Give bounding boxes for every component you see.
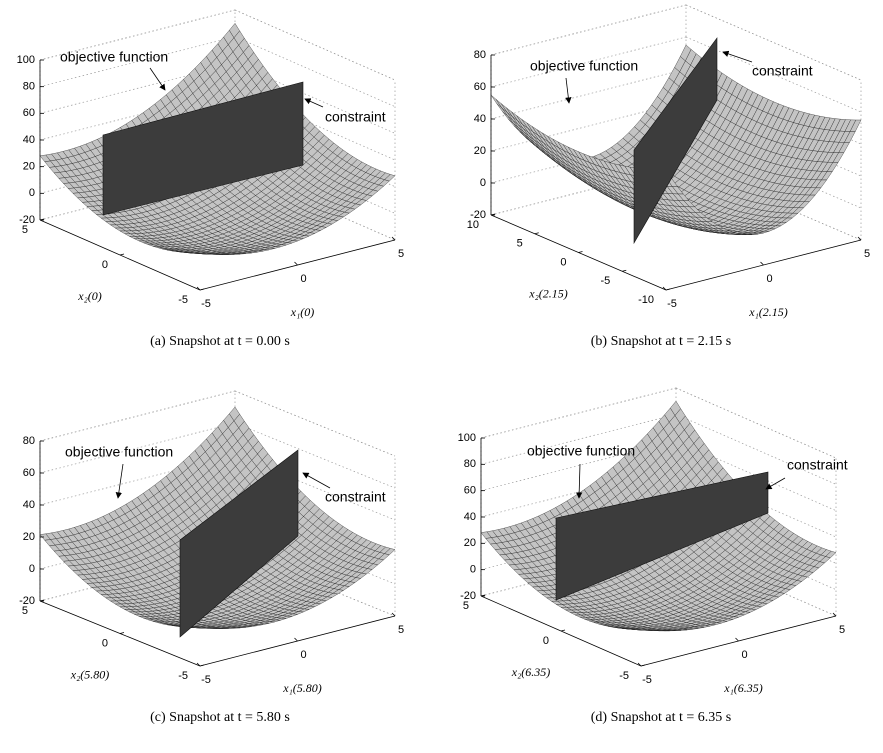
- z-tick-label: 80: [464, 458, 476, 470]
- x2-tick-label: 10: [467, 219, 479, 231]
- x2-axis-label: x₂(6.35): [511, 665, 551, 679]
- z-tick-label: 60: [474, 81, 486, 93]
- z-tick-label: 80: [23, 81, 35, 93]
- x1-tick-label: 5: [398, 248, 404, 260]
- x1-axis-label: x₁(0): [290, 305, 315, 319]
- caption: (a) Snapshot at t = 0.00 s: [150, 334, 290, 349]
- annotation: objective function: [65, 444, 173, 460]
- annotation: constraint: [325, 489, 386, 505]
- z-tick-label: 0: [29, 187, 35, 199]
- x1-tick-label: -5: [201, 674, 211, 686]
- annotation-arrow: [303, 473, 330, 488]
- annotation: objective function: [60, 49, 168, 65]
- grid-line: [481, 388, 676, 438]
- z-tick-label: 60: [23, 107, 35, 119]
- x1-tick-label: 0: [741, 649, 747, 661]
- caption: (d) Snapshot at t = 6.35 s: [591, 710, 732, 725]
- z-tick-label: 20: [464, 537, 476, 549]
- annotation-arrow: [766, 478, 785, 489]
- x2-tick-label: 5: [22, 605, 28, 617]
- tick-mark: [666, 289, 670, 290]
- z-tick-label: 100: [17, 54, 35, 66]
- tick-mark: [535, 233, 539, 234]
- panel: -200204060801050-5-10-505x₂(2.15)x₁(2.15…: [467, 5, 870, 349]
- annotation: constraint: [325, 109, 386, 125]
- tick-mark: [736, 638, 739, 641]
- x1-tick-label: -5: [201, 298, 211, 310]
- annotation: constraint: [787, 457, 848, 473]
- annotation-arrow: [118, 464, 123, 498]
- z-tick-label: 40: [464, 511, 476, 523]
- grid-line: [40, 391, 235, 441]
- x1-tick-label: 0: [300, 649, 306, 661]
- surface-patch: [491, 95, 502, 108]
- x1-tick-label: -5: [667, 298, 677, 310]
- z-tick-label: 60: [464, 485, 476, 497]
- tick-mark: [392, 613, 395, 616]
- annotation: constraint: [752, 63, 813, 79]
- x1-tick-label: 5: [398, 624, 404, 636]
- x1-tick-label: 5: [864, 248, 870, 260]
- z-tick-label: 0: [470, 564, 476, 576]
- z-tick-label: 0: [480, 177, 486, 189]
- annotation: objective function: [527, 443, 635, 459]
- x2-tick-label: 0: [102, 637, 108, 649]
- x2-axis-label: x₂(5.80): [70, 667, 110, 681]
- tick-mark: [200, 665, 204, 666]
- x2-tick-label: 5: [517, 238, 523, 250]
- tick-mark: [579, 252, 583, 253]
- z-tick-label: 60: [23, 467, 35, 479]
- x2-tick-label: 5: [22, 224, 28, 236]
- z-tick-label: 80: [23, 435, 35, 447]
- x1-tick-label: 0: [300, 273, 306, 285]
- tick-mark: [295, 262, 298, 265]
- tick-mark: [622, 270, 626, 271]
- caption: (b) Snapshot at t = 2.15 s: [591, 334, 732, 349]
- x1-tick-label: 5: [839, 624, 845, 636]
- x1-tick-label: 0: [766, 273, 772, 285]
- x2-tick-label: 5: [463, 600, 469, 612]
- tick-mark: [641, 665, 645, 666]
- x2-tick-label: -5: [178, 670, 188, 682]
- x2-tick-label: 0: [560, 256, 566, 268]
- z-tick-label: 100: [458, 432, 476, 444]
- x1-tick-label: -5: [642, 674, 652, 686]
- tick-mark: [561, 630, 565, 631]
- x2-tick-label: -5: [600, 275, 610, 287]
- z-tick-label: 20: [23, 531, 35, 543]
- grid-line: [491, 5, 686, 55]
- x1-axis-label: x₁(2.15): [748, 305, 788, 319]
- x2-tick-label: -5: [178, 294, 188, 306]
- x1-axis-label: x₁(5.80): [282, 681, 322, 695]
- z-tick-label: 0: [29, 563, 35, 575]
- x2-tick-label: -5: [619, 670, 629, 682]
- x2-tick-label: -10: [638, 294, 654, 306]
- annotation: objective function: [530, 58, 638, 74]
- tick-mark: [120, 254, 124, 255]
- annotation-arrow: [566, 78, 569, 103]
- x2-tick-label: 0: [102, 259, 108, 271]
- x2-axis-label: x₂(0): [77, 289, 102, 303]
- annotation-arrow: [723, 52, 752, 62]
- z-tick-label: 40: [23, 134, 35, 146]
- x2-tick-label: 0: [543, 635, 549, 647]
- z-tick-label: 20: [474, 145, 486, 157]
- panel: -2002040608010050-5-505x₂(6.35)x₁(6.35)o…: [458, 388, 848, 725]
- tick-mark: [120, 633, 124, 634]
- tick-mark: [295, 638, 298, 641]
- panel: -2002040608010050-5-505x₂(0)x₁(0)objecti…: [17, 10, 404, 349]
- tick-mark: [761, 262, 764, 265]
- tick-mark: [200, 289, 204, 290]
- panel: -2002040608050-5-505x₂(5.80)x₁(5.80)obje…: [19, 391, 404, 725]
- z-tick-label: 20: [23, 161, 35, 173]
- x1-axis-label: x₁(6.35): [723, 681, 763, 695]
- z-tick-label: 40: [23, 499, 35, 511]
- z-tick-label: 80: [474, 49, 486, 61]
- z-tick-label: 40: [474, 113, 486, 125]
- caption: (c) Snapshot at t = 5.80 s: [150, 710, 290, 725]
- annotation-arrow: [150, 68, 165, 90]
- annotation-arrow: [305, 99, 323, 107]
- x2-axis-label: x₂(2.15): [528, 286, 568, 300]
